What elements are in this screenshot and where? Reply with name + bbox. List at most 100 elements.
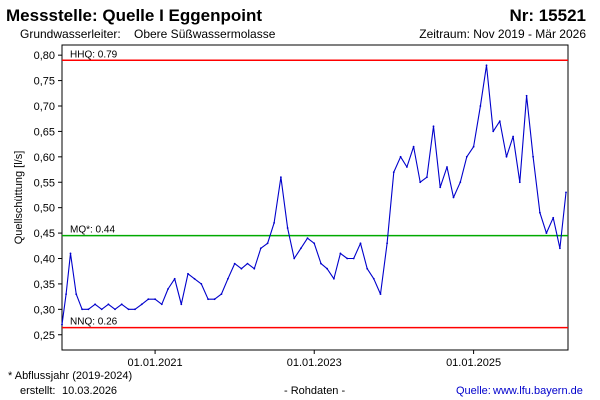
data-point xyxy=(485,64,488,67)
data-point xyxy=(479,105,482,107)
data-point xyxy=(293,257,296,260)
data-point xyxy=(339,252,342,255)
data-point xyxy=(259,247,262,250)
data-point xyxy=(246,262,249,265)
reference-line-label: HHQ: 0.79 xyxy=(70,49,118,60)
footnote-abflussjahr: * Abflussjahr (2019-2024) xyxy=(8,370,133,382)
data-point xyxy=(280,176,282,179)
source-label: Quelle: xyxy=(456,385,491,397)
x-tick-label: 01.01.2023 xyxy=(287,357,342,369)
data-point xyxy=(233,262,236,265)
y-tick-label: 0,75 xyxy=(34,76,55,88)
data-point xyxy=(61,323,63,326)
data-point xyxy=(379,293,382,295)
data-point xyxy=(213,298,216,301)
station-title: Messstelle: Quelle I Eggenpoint xyxy=(6,6,262,25)
data-point xyxy=(472,145,475,148)
data-point xyxy=(366,267,369,270)
y-axis-label: Quellschüttung [l/s] xyxy=(13,151,25,245)
data-point xyxy=(127,308,130,311)
data-point xyxy=(154,298,157,301)
data-point xyxy=(419,181,422,184)
reference-line-label: NNQ: 0.26 xyxy=(70,317,118,328)
x-tick-label: 01.01.2021 xyxy=(128,357,183,369)
y-tick-label: 0,45 xyxy=(34,228,55,240)
data-point xyxy=(227,277,229,280)
data-point xyxy=(333,277,335,280)
data-point xyxy=(498,120,501,123)
y-tick-label: 0,55 xyxy=(34,177,55,189)
data-point xyxy=(65,293,67,295)
data-point xyxy=(406,166,408,168)
data-point xyxy=(518,181,521,184)
data-point xyxy=(207,298,210,301)
data-point xyxy=(346,257,349,260)
data-point xyxy=(525,94,528,97)
data-point xyxy=(220,293,223,295)
data-point xyxy=(81,308,83,311)
data-point xyxy=(167,288,169,290)
plot-frame xyxy=(61,44,569,351)
y-tick-label: 0,50 xyxy=(34,203,55,215)
y-tick-label: 0,25 xyxy=(34,330,55,342)
created-label: erstellt: xyxy=(20,385,56,397)
raw-data-label: - Rohdaten - xyxy=(284,385,346,397)
data-point xyxy=(320,262,322,265)
data-point xyxy=(273,222,275,224)
x-tick-label: 01.01.2025 xyxy=(446,357,501,369)
data-point xyxy=(286,227,289,229)
data-point xyxy=(94,303,96,306)
data-point xyxy=(200,283,203,285)
data-point xyxy=(114,308,116,311)
data-point xyxy=(306,237,309,240)
created-date: 10.03.2026 xyxy=(62,385,118,397)
data-point xyxy=(352,257,355,260)
data-point xyxy=(240,267,243,270)
data-point xyxy=(452,196,455,199)
data-point xyxy=(539,211,541,214)
reference-line-label: MQ*: 0.44 xyxy=(70,225,115,236)
data-point xyxy=(552,216,555,219)
data-point xyxy=(160,303,163,306)
data-point xyxy=(147,298,150,301)
station-number: Nr: 15521 xyxy=(509,6,586,25)
data-point xyxy=(492,130,495,133)
source-link[interactable]: www.lfu.bayern.de xyxy=(493,385,583,397)
y-tick-label: 0,70 xyxy=(34,101,55,113)
y-tick-label: 0,30 xyxy=(34,304,55,316)
period-label: Zeitraum: Nov 2019 - Mär 2026 xyxy=(419,27,586,41)
series-line xyxy=(61,64,567,325)
data-point xyxy=(465,155,468,158)
data-point xyxy=(446,166,448,168)
data-point xyxy=(532,155,534,158)
data-point xyxy=(559,247,561,250)
data-point xyxy=(512,135,514,138)
data-point xyxy=(313,242,316,245)
data-point xyxy=(253,267,256,270)
data-point xyxy=(69,252,72,255)
data-point xyxy=(180,303,183,306)
data-point xyxy=(87,308,90,311)
data-point xyxy=(266,242,269,245)
y-tick-label: 0,60 xyxy=(34,152,55,164)
data-point xyxy=(505,155,508,158)
data-point xyxy=(545,232,548,235)
data-point xyxy=(386,242,388,245)
y-tick-label: 0,40 xyxy=(34,254,55,266)
data-point xyxy=(432,125,435,128)
data-point xyxy=(187,272,189,275)
data-point xyxy=(100,308,103,311)
data-point xyxy=(359,242,362,245)
data-point xyxy=(565,191,567,194)
data-point xyxy=(392,171,395,174)
data-point xyxy=(140,303,143,306)
data-point xyxy=(399,155,402,158)
data-point xyxy=(426,176,428,179)
data-point xyxy=(75,293,78,295)
y-tick-label: 0,35 xyxy=(34,279,55,291)
aquifer-label: Grundwasserleiter: xyxy=(20,27,121,41)
data-point xyxy=(300,247,302,250)
data-point xyxy=(372,277,375,280)
data-point xyxy=(459,181,462,184)
